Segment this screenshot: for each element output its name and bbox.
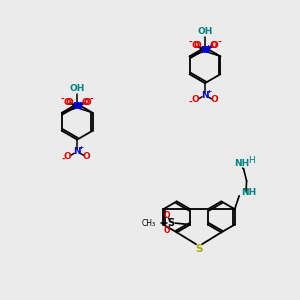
Text: NH: NH (235, 158, 250, 167)
Text: O: O (211, 41, 219, 50)
Text: OH: OH (197, 27, 213, 36)
Text: N: N (74, 147, 81, 156)
Text: +: + (206, 89, 212, 94)
Text: O: O (65, 98, 73, 106)
Text: O: O (210, 95, 218, 104)
Text: H: H (248, 157, 254, 166)
Text: O: O (164, 212, 170, 220)
Text: O: O (83, 98, 91, 106)
Text: O: O (192, 95, 199, 104)
Text: N: N (74, 102, 82, 111)
Text: O: O (164, 226, 170, 235)
Text: -: - (61, 155, 65, 164)
Text: O: O (82, 152, 90, 161)
Text: O: O (64, 152, 71, 161)
Text: -: - (90, 95, 94, 104)
Text: -: - (218, 38, 221, 47)
Text: -: - (189, 98, 193, 107)
Text: O: O (193, 41, 201, 50)
Text: N: N (200, 46, 208, 55)
Text: S: S (195, 244, 203, 254)
Text: NH: NH (241, 188, 256, 197)
Text: O: O (81, 98, 89, 106)
Text: O: O (191, 41, 199, 50)
Text: O: O (209, 41, 217, 50)
Text: N: N (201, 91, 209, 100)
Text: S: S (167, 218, 174, 228)
Text: N: N (202, 46, 210, 55)
Text: +: + (206, 44, 211, 50)
Text: OH: OH (70, 84, 85, 93)
Text: +: + (78, 101, 83, 106)
Text: N: N (73, 102, 80, 111)
Text: +: + (207, 44, 213, 50)
Text: -: - (188, 38, 192, 47)
Text: +: + (79, 146, 84, 150)
Text: +: + (80, 101, 85, 106)
Text: CH₃: CH₃ (142, 219, 156, 228)
Text: O: O (64, 98, 71, 106)
Text: -: - (61, 95, 64, 104)
